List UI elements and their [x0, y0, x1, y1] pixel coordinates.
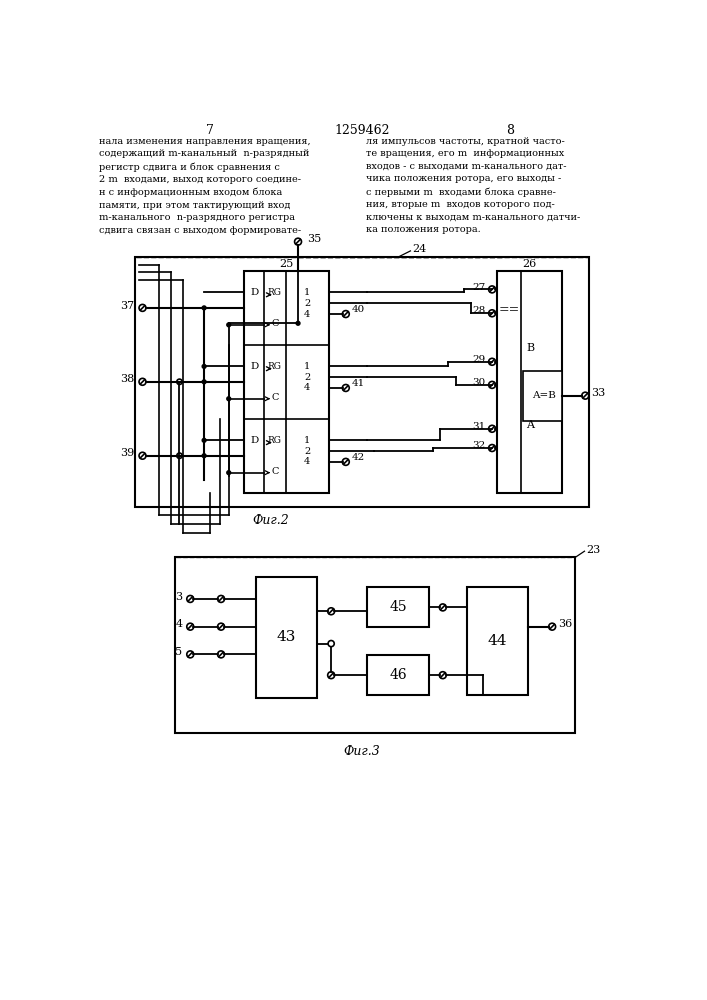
Text: 44: 44 — [488, 634, 507, 648]
Text: 28: 28 — [472, 306, 485, 315]
Text: 31: 31 — [472, 422, 485, 431]
Text: B: B — [526, 343, 534, 353]
Text: 33: 33 — [592, 388, 606, 398]
Text: 45: 45 — [390, 600, 407, 614]
Text: ==: == — [498, 303, 520, 316]
Text: нала изменения направления вращения,
содержащий m-канальный  n-разрядный
регистр: нала изменения направления вращения, сод… — [100, 137, 311, 235]
Bar — [368, 587, 429, 627]
Circle shape — [227, 397, 230, 401]
Text: C: C — [271, 319, 279, 328]
Bar — [467, 587, 527, 695]
Text: D: D — [250, 288, 258, 297]
Circle shape — [202, 364, 206, 368]
Text: 38: 38 — [119, 374, 134, 384]
Text: 23: 23 — [586, 545, 600, 555]
Text: 1: 1 — [304, 436, 310, 445]
Text: 27: 27 — [472, 283, 485, 292]
Text: 1: 1 — [304, 288, 310, 297]
Text: 24: 24 — [412, 244, 426, 254]
Text: 39: 39 — [119, 448, 134, 458]
Text: A: A — [526, 420, 534, 430]
Text: 36: 36 — [559, 619, 573, 629]
Text: 8: 8 — [506, 124, 514, 137]
Text: 2: 2 — [304, 447, 310, 456]
Text: RG: RG — [268, 288, 282, 297]
Text: 37: 37 — [120, 301, 134, 311]
Text: 30: 30 — [472, 378, 485, 387]
Text: Фиг.2: Фиг.2 — [252, 514, 289, 527]
Text: 2: 2 — [304, 299, 310, 308]
Circle shape — [296, 321, 300, 325]
Text: ля импульсов частоты, кратной часто-
те вращения, его m  информационных
входов -: ля импульсов частоты, кратной часто- те … — [366, 137, 580, 234]
Circle shape — [202, 438, 206, 442]
Bar — [244, 271, 329, 493]
Text: 2: 2 — [304, 373, 310, 382]
Text: 29: 29 — [472, 355, 485, 364]
Text: 42: 42 — [352, 453, 366, 462]
Text: C: C — [271, 393, 279, 402]
Text: 26: 26 — [522, 259, 537, 269]
Text: 4: 4 — [175, 619, 182, 629]
Text: 41: 41 — [352, 379, 366, 388]
Text: Фиг.3: Фиг.3 — [344, 745, 380, 758]
Circle shape — [202, 454, 206, 458]
Text: RG: RG — [268, 436, 282, 445]
Text: 1: 1 — [304, 362, 310, 371]
Bar — [175, 557, 575, 733]
Text: A=B: A=B — [532, 391, 556, 400]
Circle shape — [202, 380, 206, 384]
Text: 3: 3 — [175, 592, 182, 602]
Text: D: D — [250, 436, 258, 445]
Text: 4: 4 — [304, 383, 310, 392]
Text: 35: 35 — [308, 234, 322, 244]
Text: 4: 4 — [304, 457, 310, 466]
Bar — [368, 655, 429, 695]
Bar — [497, 271, 562, 493]
Text: 5: 5 — [175, 647, 182, 657]
Circle shape — [227, 323, 230, 327]
Text: 40: 40 — [352, 305, 366, 314]
Text: 4: 4 — [304, 310, 310, 319]
Bar — [135, 257, 589, 507]
Text: 43: 43 — [277, 630, 296, 644]
Text: 25: 25 — [279, 259, 293, 269]
Circle shape — [227, 471, 230, 475]
Text: 46: 46 — [390, 668, 407, 682]
Text: C: C — [271, 467, 279, 476]
Text: RG: RG — [268, 362, 282, 371]
Text: 1259462: 1259462 — [334, 124, 390, 137]
Text: D: D — [250, 362, 258, 371]
Bar — [256, 577, 317, 698]
Bar — [523, 371, 562, 421]
Text: 32: 32 — [472, 441, 485, 450]
Text: 7: 7 — [206, 124, 214, 137]
Circle shape — [202, 306, 206, 310]
